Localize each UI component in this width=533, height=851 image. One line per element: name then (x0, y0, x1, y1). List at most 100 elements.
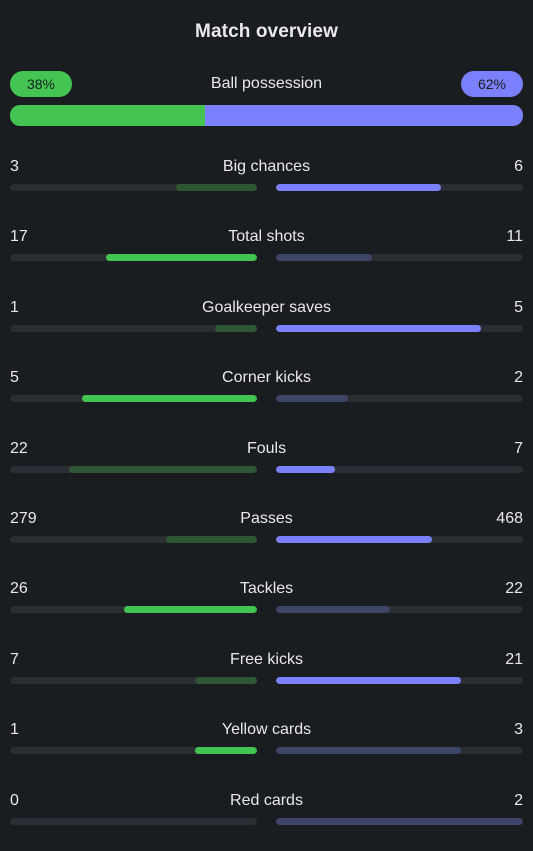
away-value: 3 (514, 721, 523, 739)
home-bar-track (10, 817, 257, 825)
away-bar-fill (276, 395, 348, 403)
away-bar-track (276, 817, 523, 825)
away-value: 21 (505, 650, 523, 668)
stat-total-shots: 17 Total shots 11 (10, 225, 523, 295)
stat-row: 22 Fouls 7 (10, 437, 523, 461)
stat-bars (10, 606, 523, 614)
away-bar-fill (276, 817, 523, 825)
away-bar-fill (276, 324, 481, 332)
away-possession-segment (204, 105, 523, 126)
away-bar-track (276, 606, 523, 614)
away-value: 468 (496, 509, 523, 527)
away-value: 5 (514, 298, 523, 316)
stat-row: 1 Goalkeeper saves 5 (10, 296, 523, 320)
stat-label: Goalkeeper saves (202, 298, 331, 316)
stat-bars (10, 324, 523, 332)
away-bar-fill (276, 254, 373, 262)
away-bar-track (276, 324, 523, 332)
home-value: 7 (10, 650, 19, 668)
home-value: 3 (10, 158, 19, 175)
away-bar-track (276, 395, 523, 403)
stats-list: 3 Big chances 6 17 Total shots 11 (10, 155, 523, 851)
stat-yellow-cards: 1 Yellow cards 3 (10, 718, 523, 788)
home-value: 26 (10, 580, 28, 598)
home-value: 279 (10, 509, 37, 527)
stat-bars (10, 535, 523, 543)
stat-corner-kicks: 5 Corner kicks 2 (10, 366, 523, 436)
home-possession-badge: 38% (10, 71, 72, 97)
away-bar-track (276, 747, 523, 755)
stat-passes: 279 Passes 468 (10, 507, 523, 577)
home-bar-track (10, 324, 257, 332)
stat-fouls: 22 Fouls 7 (10, 437, 523, 507)
stat-bars (10, 817, 523, 825)
home-bar-fill (215, 324, 257, 332)
away-value: 6 (514, 158, 523, 175)
stat-label: Total shots (228, 228, 305, 246)
stat-row: 1 Yellow cards 3 (10, 718, 523, 742)
away-bar-fill (276, 747, 462, 755)
home-value: 17 (10, 228, 28, 246)
possession-header: 38% Ball possession 62% (10, 70, 523, 98)
away-bar-track (276, 535, 523, 543)
stat-red-cards: 0 Red cards 2 (10, 789, 523, 851)
home-bar-fill (123, 606, 257, 614)
stat-bars (10, 254, 523, 262)
stat-row: 3 Big chances 6 (10, 155, 523, 179)
home-bar-track (10, 184, 257, 191)
away-value: 7 (514, 439, 523, 457)
stat-tackles: 26 Tackles 22 (10, 577, 523, 647)
home-bar-track (10, 254, 257, 262)
away-bar-fill (276, 184, 442, 191)
stat-bars (10, 184, 523, 191)
home-value: 0 (10, 791, 19, 809)
away-bar-fill (276, 465, 336, 473)
stat-bars (10, 747, 523, 755)
away-bar-fill (276, 535, 432, 543)
away-bar-track (276, 465, 523, 473)
stat-goalkeeper-saves: 1 Goalkeeper saves 5 (10, 296, 523, 366)
stat-label: Tackles (239, 580, 294, 598)
stat-row: 5 Corner kicks 2 (10, 366, 523, 390)
away-bar-fill (276, 606, 390, 614)
away-value: 2 (514, 369, 523, 387)
possession-bar (10, 105, 523, 126)
stat-bars (10, 465, 523, 473)
stat-row: 0 Red cards 2 (10, 789, 523, 813)
stat-label: Passes (240, 509, 293, 527)
stat-bars (10, 676, 523, 684)
stat-label: Corner kicks (222, 369, 311, 387)
home-bar-track (10, 465, 257, 473)
stat-label: Red cards (230, 791, 303, 809)
away-bar-track (276, 254, 523, 262)
home-value: 1 (10, 721, 19, 739)
stat-label: Fouls (246, 439, 287, 457)
home-value: 22 (10, 439, 28, 457)
home-bar-track (10, 606, 257, 614)
home-value: 1 (10, 298, 19, 316)
panel-title: Match overview (195, 21, 338, 42)
stat-big-chances: 3 Big chances 6 (10, 155, 523, 225)
home-possession-segment (10, 105, 205, 126)
home-bar-fill (81, 395, 257, 403)
possession-block: 38% Ball possession 62% (10, 70, 523, 126)
away-value: 2 (514, 791, 523, 809)
stat-label: Yellow cards (221, 721, 312, 739)
away-bar-track (276, 676, 523, 684)
home-bar-track (10, 395, 257, 403)
home-bar-track (10, 676, 257, 684)
home-bar-fill (106, 254, 257, 262)
stat-row: 279 Passes 468 (10, 507, 523, 531)
possession-label: Ball possession (210, 75, 323, 92)
home-bar-fill (165, 535, 257, 543)
away-bar-fill (276, 676, 462, 684)
home-bar-fill (195, 676, 257, 684)
home-value: 5 (10, 369, 19, 387)
away-possession-badge: 62% (461, 71, 523, 97)
home-bar-track (10, 747, 257, 755)
home-bar-fill (69, 465, 257, 473)
home-bar-fill (175, 184, 257, 191)
away-value: 22 (505, 580, 523, 598)
stat-free-kicks: 7 Free kicks 21 (10, 648, 523, 718)
